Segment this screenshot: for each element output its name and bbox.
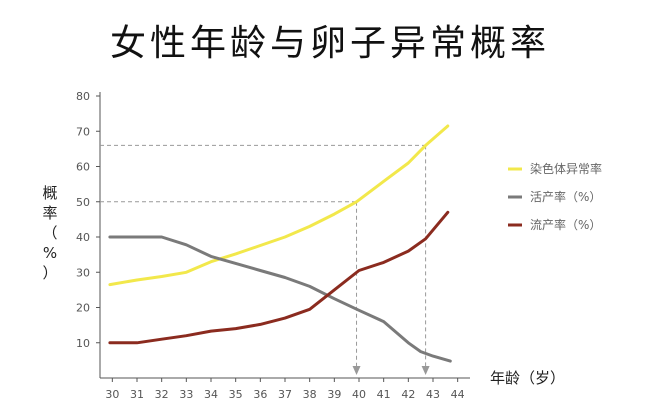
y-axis-title-char: % [43, 244, 57, 262]
x-tick-label: 35 [229, 388, 243, 401]
series-line-2 [108, 210, 450, 345]
y-tick-label: 80 [76, 90, 90, 103]
x-tick-label: 42 [401, 388, 415, 401]
x-tick-label: 44 [451, 388, 465, 401]
x-tick-label: 37 [278, 388, 292, 401]
x-tick-label: 38 [303, 388, 317, 401]
y-axis-title-char: 概 [42, 184, 57, 202]
reference-arrow-icon [421, 366, 430, 375]
y-tick-label: 60 [76, 161, 90, 174]
x-tick-label: 43 [426, 388, 440, 401]
y-tick-label: 30 [76, 266, 90, 279]
x-tick-label: 32 [155, 388, 169, 401]
x-tick-label: 31 [130, 388, 144, 401]
series-lines [108, 124, 452, 363]
axes: 10 20 30 40 50 60 70 80 30 31 32 33 34 35 36 37 38 39 40 41… [42, 90, 565, 401]
y-tick-label: 20 [76, 302, 90, 315]
x-tick-label: 40 [352, 388, 366, 401]
chart-title: 女性年龄与卵子异常概率 [109, 23, 550, 64]
x-tick-label: 36 [253, 388, 267, 401]
series-line-1 [108, 235, 452, 363]
y-tick-label: 10 [76, 337, 90, 350]
x-axis-title: 年龄（岁） [490, 369, 565, 387]
x-tick-label: 39 [327, 388, 341, 401]
y-tick-label: 50 [76, 196, 90, 209]
y-axis-title-char: 率 [42, 204, 57, 222]
y-axis-title-char: ） [42, 264, 57, 282]
legend-label-2: 流产率（%） [530, 217, 601, 232]
reference-lines [100, 144, 430, 375]
x-tick-label: 33 [179, 388, 193, 401]
legend-label-1: 活产率（%） [530, 189, 601, 204]
x-tick-label: 30 [105, 388, 119, 401]
x-tick-label: 34 [204, 388, 218, 401]
series-line-0 [108, 124, 450, 287]
y-tick-label: 70 [76, 125, 90, 138]
y-tick-label: 40 [76, 231, 90, 244]
y-axis-title-char: （ [42, 224, 57, 242]
x-tick-label: 41 [377, 388, 391, 401]
reference-arrow-icon [352, 366, 361, 375]
legend-label-0: 染色体异常率 [530, 161, 602, 176]
